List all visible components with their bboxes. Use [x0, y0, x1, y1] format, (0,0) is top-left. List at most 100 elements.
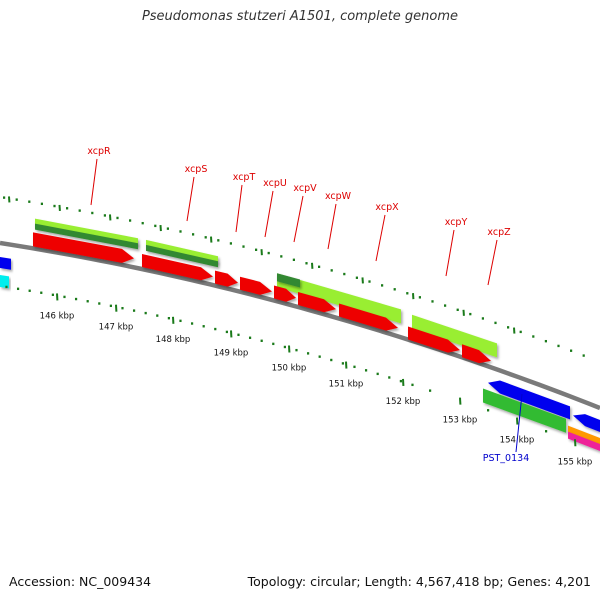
scale-dot — [15, 198, 18, 201]
inner-scale-dot — [98, 302, 101, 305]
scale-dot — [292, 258, 295, 262]
scale-dot — [406, 292, 409, 295]
feature-labels: xcpR xcpS xcpT xcpU xcpV xcpW xcpX xcpY xcpZ PST_… — [87, 146, 529, 464]
gene-label-connector — [487, 239, 498, 286]
scale-dot — [78, 209, 81, 212]
gene-label: xcpU — [263, 178, 287, 189]
kbp-scale-label: 147 kbp — [99, 323, 134, 333]
scale-dot — [66, 207, 69, 210]
inner-scale-dot — [63, 295, 66, 299]
inner-scale-dot — [272, 342, 275, 346]
inner-scale-dot — [214, 327, 217, 331]
scale-dot — [544, 339, 547, 343]
scale-dot — [456, 308, 459, 312]
kbp-scale-label: 152 kbp — [386, 397, 421, 407]
outer-dotted-scale — [3, 196, 585, 357]
scale-dot — [355, 276, 358, 279]
scale-dot — [28, 200, 31, 203]
scale-dot — [229, 242, 232, 245]
inner-scale-dot — [306, 352, 310, 355]
blue-gene-feature — [0, 257, 11, 270]
inner-scale-dot — [16, 287, 20, 291]
locus-label: PST_0134 — [483, 453, 530, 464]
gene-label-connector — [445, 229, 455, 277]
inner-scale-dot — [388, 376, 391, 379]
green-gene-feature — [483, 388, 566, 433]
red-gene-arrow — [339, 303, 398, 331]
accession-text: Accession: NC_009434 — [9, 574, 152, 589]
inner-scale-dot — [487, 409, 490, 412]
inner-scale-dot — [411, 383, 414, 387]
kbp-scale-label: 155 kbp — [558, 457, 593, 467]
inner-scale-dot — [364, 369, 368, 372]
gene-label-connector — [90, 158, 98, 206]
inner-scale-dot — [545, 430, 548, 433]
locus-label-connector — [515, 393, 523, 453]
inner-scale-dot — [248, 336, 252, 339]
inner-scale-dot — [283, 345, 286, 349]
inner-scale-dot — [353, 365, 356, 369]
inner-scale-dot — [330, 358, 333, 362]
scale-dot — [469, 312, 472, 316]
scale-dot — [179, 230, 182, 233]
inner-scale-dot — [51, 293, 54, 296]
scale-dot — [507, 326, 510, 329]
dark-green-gene-feature — [35, 223, 138, 250]
dark-green-gene-feature — [146, 244, 218, 268]
inner-scale-dot — [28, 289, 31, 292]
inner-scale-dot — [237, 333, 240, 337]
red-gene-arrow — [240, 276, 272, 295]
inner-scale-dot — [318, 355, 321, 358]
scale-dot — [418, 296, 421, 299]
gene-label-connector — [235, 184, 243, 233]
scale-dot — [53, 204, 56, 208]
scale-dot — [481, 317, 484, 320]
scale-dot — [330, 269, 333, 272]
gene-label: xcpX — [375, 202, 399, 213]
scale-dot — [519, 330, 522, 334]
genome-backbone — [0, 240, 600, 411]
inner-scale-dot — [5, 285, 8, 289]
inner-scale-dot — [190, 322, 194, 325]
scale-dot — [103, 214, 106, 217]
gene-label: xcpY — [445, 217, 468, 228]
red-gene-arrow — [33, 232, 134, 263]
feature-track — [0, 218, 600, 451]
gene-label: xcpS — [185, 164, 208, 175]
kbp-scale-label: 146 kbp — [40, 311, 75, 321]
lime-gene-feature — [277, 273, 401, 324]
scale-dot — [3, 196, 6, 199]
genome-summary-text: Topology: circular; Length: 4,567,418 bp… — [247, 574, 591, 589]
dark-green-gene-feature — [277, 273, 300, 288]
scale-dot — [91, 211, 94, 215]
inner-scale: 146 kbp 147 kbp 148 kbp 149 kbp 150 kbp 151 k… — [5, 285, 593, 467]
scale-dot — [192, 233, 195, 236]
gene-label-connector — [375, 214, 386, 262]
gene-label: xcpV — [293, 183, 317, 194]
label-connectors — [90, 158, 523, 453]
gene-label: xcpR — [87, 146, 111, 157]
inner-scale-dot — [179, 319, 182, 323]
kbp-scale-label: 153 kbp — [443, 416, 478, 426]
scale-dot — [204, 236, 207, 239]
gene-label: xcpT — [233, 172, 256, 183]
inner-scale-dot — [260, 339, 263, 342]
scale-dot — [570, 349, 573, 352]
scale-dot — [582, 354, 585, 357]
map-title: Pseudomonas stutzeri A1501, complete gen… — [141, 9, 459, 24]
scale-dot — [141, 221, 144, 225]
scale-dot — [444, 304, 447, 307]
gene-label-connector — [327, 203, 337, 250]
gene-label: xcpZ — [487, 227, 511, 238]
red-gene-arrow — [298, 291, 336, 313]
inner-scale-dot — [121, 306, 124, 310]
red-gene-arrow — [215, 270, 238, 287]
inner-scale-dot — [295, 348, 298, 352]
red-gene-arrow — [408, 326, 460, 353]
scale-dot — [280, 255, 283, 258]
scale-dot — [431, 300, 434, 303]
kbp-scale-label: 148 kbp — [156, 335, 191, 345]
red-gene-arrow — [462, 344, 491, 364]
scale-dot — [343, 272, 346, 276]
